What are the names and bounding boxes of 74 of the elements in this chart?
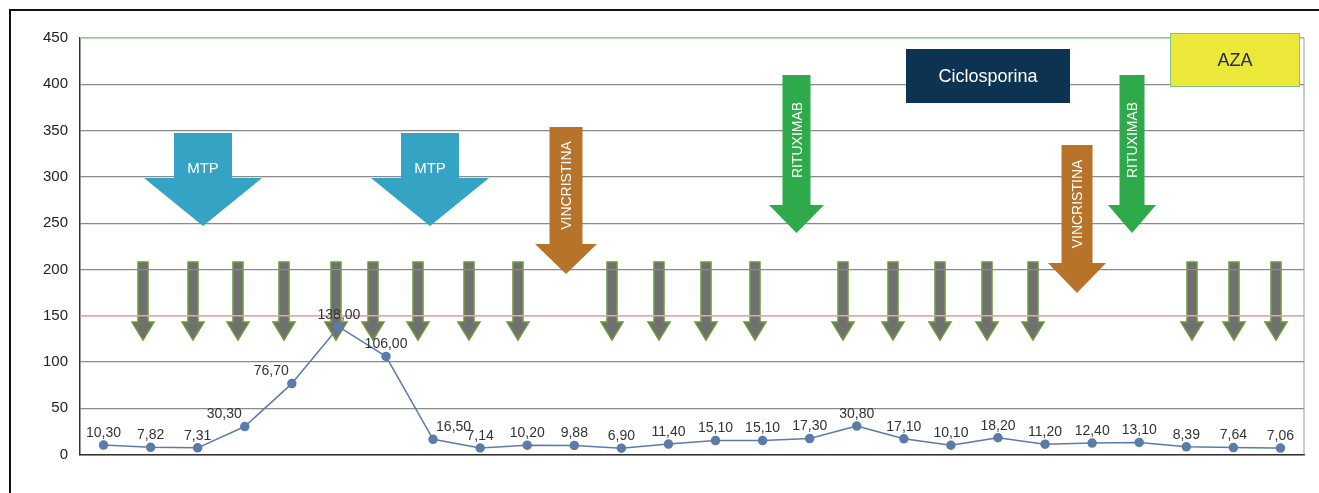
point <box>1228 442 1239 453</box>
down-arrow-icon: VINCRISTINA <box>533 125 599 276</box>
annotation: RITUXIMAB <box>1124 101 1140 179</box>
data-label: 30,80 <box>839 404 875 421</box>
data-label: 30,30 <box>206 405 242 422</box>
point <box>428 434 438 445</box>
annotation: MTP <box>414 159 446 176</box>
point <box>1181 442 1192 452</box>
y-tick-label: 450 <box>42 28 68 46</box>
point <box>98 440 109 450</box>
point <box>946 440 956 450</box>
data-label: 7,82 <box>136 426 165 443</box>
point <box>757 435 768 446</box>
down-arrow-icon: RITUXIMAB <box>1106 73 1158 235</box>
point <box>1087 438 1097 448</box>
data-label: 18,20 <box>980 416 1016 433</box>
annotation: VINCRISTINA <box>558 140 574 230</box>
y-tick-label: 400 <box>42 74 68 92</box>
data-label: 7,64 <box>1219 426 1248 443</box>
data-label: 7,06 <box>1266 426 1295 443</box>
data-label: 76,70 <box>253 362 290 379</box>
point <box>616 443 627 453</box>
point <box>192 443 203 453</box>
data-label: 10,10 <box>933 424 969 441</box>
down-arrow-icon: VINCRISTINA <box>1046 143 1108 295</box>
label-box: AZA <box>1170 33 1300 87</box>
annotation: VINCRISTINA <box>1069 159 1085 249</box>
point <box>145 442 156 453</box>
data-label: 7,31 <box>184 426 212 443</box>
point <box>475 443 485 453</box>
annotation: RITUXIMAB <box>788 101 804 179</box>
data-label: 10,30 <box>86 423 122 440</box>
point <box>852 421 862 431</box>
point <box>287 378 297 389</box>
data-label: 8,39 <box>1172 425 1201 442</box>
y-tick-label: 350 <box>42 120 68 138</box>
data-label: 6,90 <box>607 427 636 444</box>
point <box>663 439 674 449</box>
data-label: 17,30 <box>792 417 828 434</box>
down-arrow-icon: MTP <box>369 131 491 228</box>
data-label: 138,00 <box>317 305 361 322</box>
data-label: 11,40 <box>651 422 686 439</box>
point <box>1275 443 1286 453</box>
y-tick-label: 50 <box>51 398 68 416</box>
data-label: 10,20 <box>509 424 545 441</box>
data-label: 9,88 <box>560 424 589 441</box>
point <box>710 435 721 446</box>
data-label: 13,10 <box>1121 421 1157 438</box>
point <box>899 434 909 444</box>
point <box>522 440 532 450</box>
data-label: 17,10 <box>886 417 922 434</box>
down-arrow-icon: MTP <box>142 131 264 228</box>
label-box: Ciclosporina <box>906 49 1070 103</box>
point <box>381 351 391 362</box>
data-label: 11,20 <box>1028 423 1063 440</box>
y-tick-label: 100 <box>42 352 68 370</box>
data-label: 12,40 <box>1074 421 1110 438</box>
point <box>240 421 250 432</box>
y-tick-label: 300 <box>42 167 68 185</box>
point <box>1134 437 1144 448</box>
down-arrow-icon: RITUXIMAB <box>766 73 826 235</box>
y-tick-label: 0 <box>59 444 68 462</box>
data-label: 15,10 <box>698 419 734 436</box>
point <box>1040 439 1050 449</box>
y-tick-label: 250 <box>42 213 68 231</box>
data-label: 106,00 <box>364 335 408 352</box>
annotation: MTP <box>187 159 219 176</box>
y-tick-label: 150 <box>42 305 68 323</box>
point <box>334 322 344 332</box>
point <box>804 433 815 444</box>
data-label: 15,10 <box>745 419 781 436</box>
point <box>569 440 580 451</box>
point <box>993 433 1003 443</box>
y-tick-label: 200 <box>42 259 68 277</box>
